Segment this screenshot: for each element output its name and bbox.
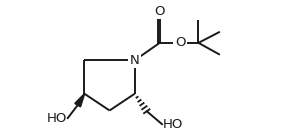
- Text: HO: HO: [47, 112, 67, 125]
- Text: HO: HO: [163, 118, 183, 131]
- Text: O: O: [154, 5, 165, 18]
- Text: O: O: [175, 36, 186, 49]
- Polygon shape: [75, 94, 85, 107]
- Text: N: N: [130, 54, 140, 67]
